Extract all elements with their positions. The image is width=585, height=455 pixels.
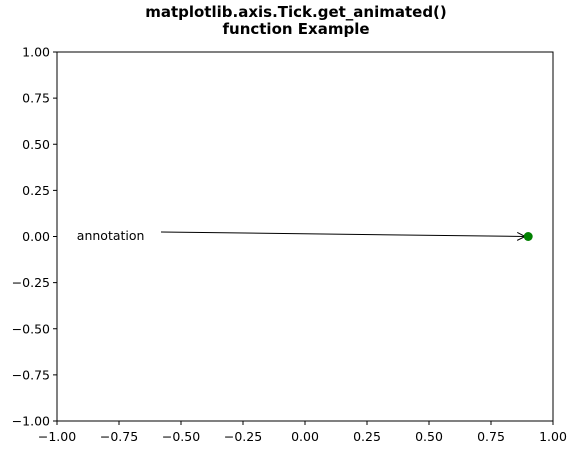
x-tick-label: 1.00 (539, 429, 567, 444)
x-tick-label: 0.00 (291, 429, 319, 444)
x-tick-label: −0.50 (162, 429, 200, 444)
y-tick-label: 0.50 (22, 137, 50, 152)
chart-title-line-1: matplotlib.axis.Tick.get_animated() (145, 3, 447, 21)
y-axis-ticks: 1.00 0.75 0.50 0.25 0.00 −0.25 −0.50 −0.75 −1.00 (12, 45, 57, 429)
data-points (524, 232, 533, 241)
y-tick-label: 0.25 (22, 183, 50, 198)
x-axis-ticks: −1.00 −0.75 −0.50 −0.25 0.00 0.25 0.50 0.75 1.00 (38, 421, 567, 444)
x-tick-label: −0.25 (224, 429, 262, 444)
annotation-label: annotation (77, 228, 145, 243)
data-point (524, 232, 533, 241)
x-tick-label: 0.75 (477, 429, 505, 444)
y-tick-label: −0.75 (12, 367, 50, 382)
y-tick-label: −1.00 (12, 414, 50, 429)
x-tick-label: 0.50 (415, 429, 443, 444)
x-tick-label: −0.75 (100, 429, 138, 444)
y-tick-label: −0.50 (12, 321, 50, 336)
y-tick-label: 0.00 (22, 229, 50, 244)
chart-title-line-2: function Example (222, 20, 369, 38)
y-tick-label: −0.25 (12, 275, 50, 290)
x-tick-label: −1.00 (38, 429, 76, 444)
y-tick-label: 0.75 (22, 91, 50, 106)
x-tick-label: 0.25 (353, 429, 381, 444)
annotation-arrow (161, 232, 525, 237)
y-tick-label: 1.00 (22, 45, 50, 60)
